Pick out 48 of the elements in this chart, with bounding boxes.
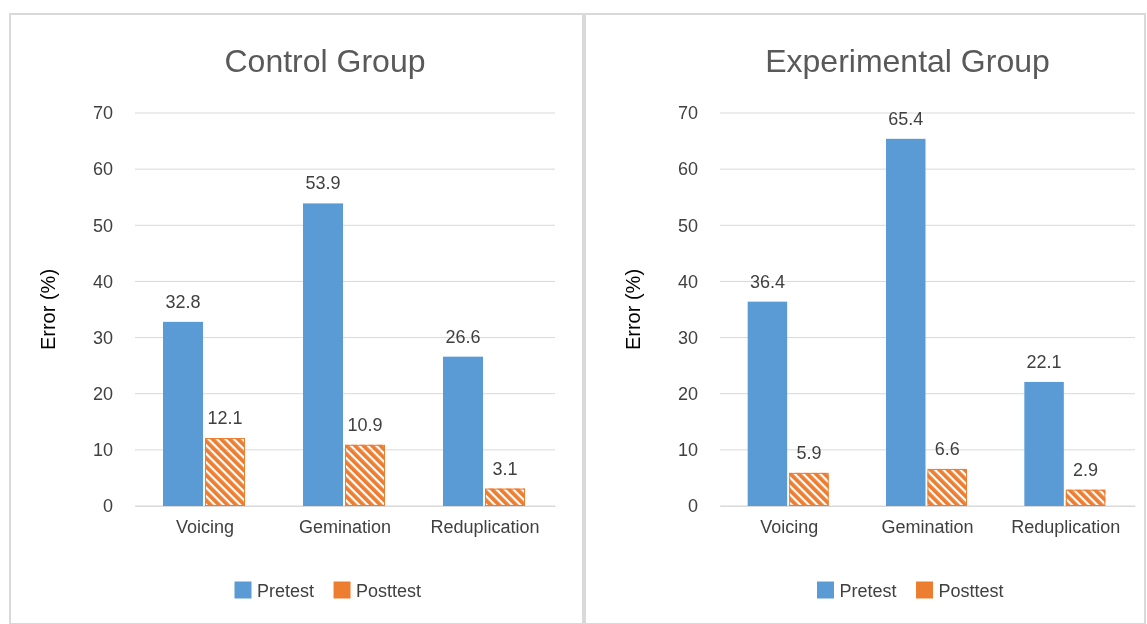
- data-label: 53.9: [305, 173, 341, 194]
- x-tick-label: Reduplication: [1011, 516, 1121, 537]
- y-tick-label: 0: [687, 496, 698, 517]
- x-tick-label: Gemination: [881, 516, 974, 537]
- data-label: 65.4: [888, 108, 924, 129]
- bar: [303, 203, 343, 506]
- y-axis-title: Error (%): [37, 268, 59, 351]
- data-label: 2.9: [1073, 459, 1099, 480]
- x-tick-label: Gemination: [298, 516, 392, 537]
- bar: [443, 356, 483, 506]
- y-tick-label: 60: [92, 159, 113, 180]
- data-label: 3.1: [492, 458, 518, 479]
- y-tick-label: 20: [677, 383, 698, 404]
- data-label: 6.6: [934, 438, 960, 459]
- x-tick-label: Voicing: [760, 516, 819, 537]
- data-label: 10.9: [347, 414, 383, 435]
- y-tick-label: 40: [677, 271, 698, 292]
- legend-label: Pretest: [257, 581, 315, 601]
- bar: [1024, 381, 1064, 506]
- y-tick-label: 70: [92, 103, 113, 124]
- legend-label: Posttest: [938, 581, 1004, 601]
- y-tick-label: 50: [677, 215, 698, 236]
- data-label: 26.6: [445, 326, 481, 347]
- bar: [886, 138, 926, 506]
- legend-label: Pretest: [839, 581, 897, 601]
- y-axis-title: Error (%): [622, 268, 644, 351]
- y-tick-label: 10: [677, 440, 698, 461]
- bar: [163, 321, 203, 506]
- data-label: 5.9: [796, 442, 822, 463]
- y-tick-label: 60: [677, 159, 698, 180]
- y-tick-label: 40: [92, 271, 113, 292]
- data-label: 36.4: [749, 271, 785, 292]
- data-label: 22.1: [1026, 351, 1062, 372]
- x-tick-label: Voicing: [175, 516, 235, 537]
- y-tick-label: 70: [677, 103, 698, 124]
- x-tick-label: Reduplication: [430, 516, 540, 537]
- data-label: 32.8: [165, 291, 201, 312]
- y-tick-label: 50: [92, 215, 113, 236]
- bar: [747, 301, 788, 506]
- y-tick-label: 10: [92, 440, 113, 461]
- chart-title: Experimental Group: [765, 43, 1050, 79]
- y-tick-label: 0: [102, 496, 113, 517]
- data-label: 12.1: [207, 408, 243, 429]
- y-tick-label: 20: [92, 383, 113, 404]
- legend-label: Posttest: [356, 581, 422, 601]
- y-tick-label: 30: [677, 327, 698, 348]
- y-tick-label: 30: [92, 327, 113, 348]
- chart-title: Control Group: [224, 43, 426, 79]
